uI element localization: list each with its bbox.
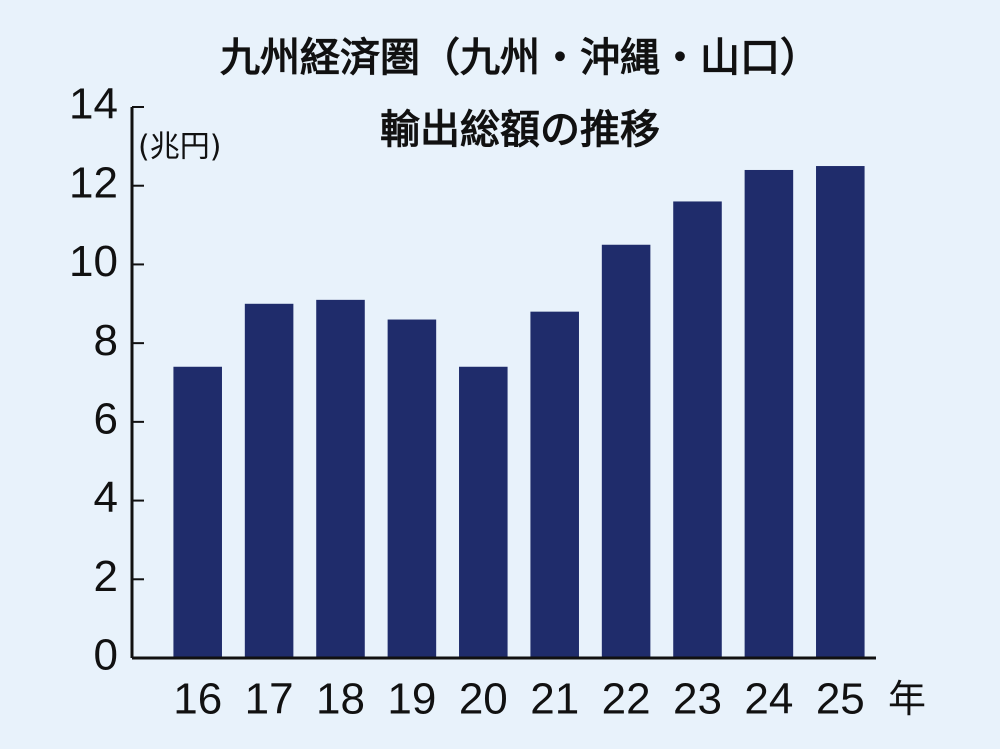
x-tick-label: 20: [459, 675, 508, 724]
y-tick-label: 2: [94, 552, 118, 601]
x-tick-label: 25: [816, 675, 865, 724]
bar: [244, 303, 294, 658]
x-tick-label: 19: [387, 675, 436, 724]
y-tick-label: 0: [94, 631, 118, 680]
bar: [673, 201, 722, 658]
y-tick-label: 14: [69, 80, 118, 129]
bar: [601, 244, 651, 658]
bar: [459, 366, 508, 658]
bar: [530, 311, 579, 658]
x-tick-label: 17: [245, 675, 294, 724]
y-tick-label: 8: [94, 316, 118, 365]
y-tick-label: 6: [94, 394, 118, 443]
chart-title: 輸出総額の推移: [380, 107, 660, 153]
x-tick-label: 23: [673, 675, 722, 724]
y-tick-label: 10: [69, 237, 118, 286]
x-tick-label: 21: [530, 675, 579, 724]
chart-title: 九州経済圏（九州・沖縄・山口）: [220, 35, 820, 81]
x-tick-label: 16: [173, 675, 222, 724]
bar: [316, 299, 365, 658]
y-tick-label: 12: [69, 158, 118, 207]
x-axis-label: 年: [888, 679, 926, 721]
x-tick-label: 22: [602, 675, 651, 724]
y-axis-label: (兆円): [138, 130, 221, 165]
bar: [387, 319, 437, 658]
bar: [744, 169, 794, 658]
x-tick-label: 18: [316, 675, 365, 724]
bar: [173, 366, 222, 658]
y-tick-label: 4: [94, 473, 118, 522]
bar: [816, 166, 865, 659]
x-tick-label: 24: [744, 675, 793, 724]
